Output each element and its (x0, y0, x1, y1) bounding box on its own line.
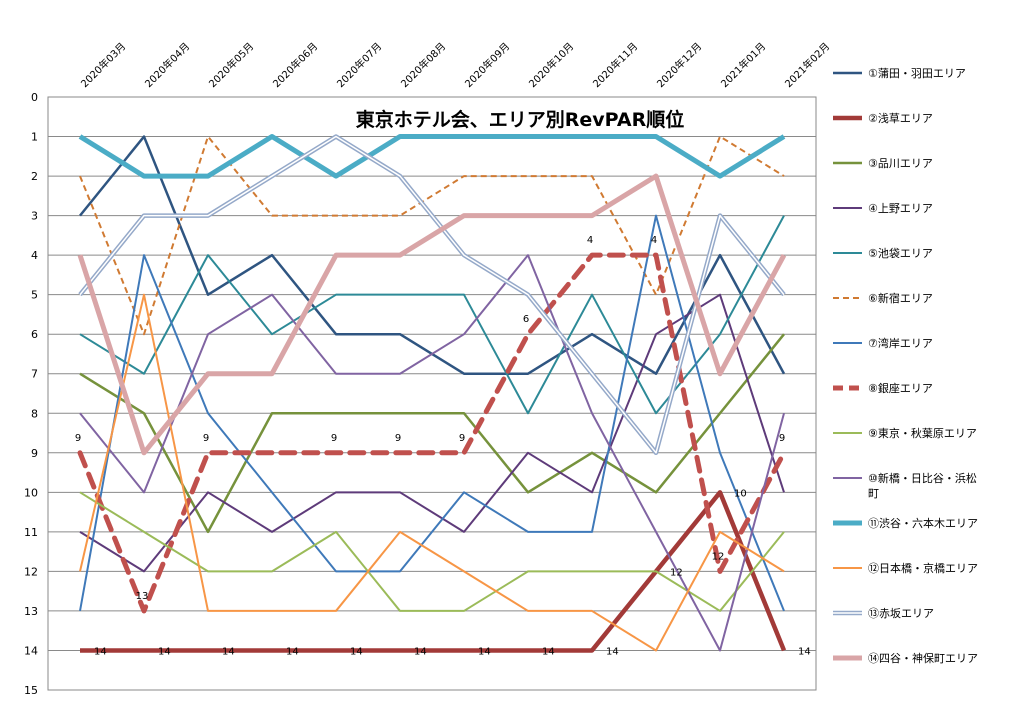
y-tick-label: 6 (31, 328, 38, 341)
series-line (79, 333, 785, 534)
x-tick-label: 2020年10月 (526, 40, 576, 90)
data-label: 14 (414, 646, 427, 657)
y-tick-label: 4 (31, 249, 38, 262)
data-label: 14 (606, 646, 619, 657)
y-tick-label: 1 (31, 131, 38, 144)
series-lines (77, 134, 787, 653)
data-label: 14 (286, 646, 299, 657)
data-label: 14 (222, 646, 235, 657)
data-labels: 14 14 14 14 14 14 14 14 14 12 10 14 9 13 9 9 9 9 6 4 4 12 9 (75, 235, 811, 657)
x-tick-label: 2020年09月 (462, 40, 512, 90)
x-tick-label: 2020年11月 (590, 40, 640, 90)
legend-label: ⑧銀座エリア (868, 381, 933, 395)
y-tick-label: 8 (31, 407, 38, 420)
x-tick-label: 2020年05月 (206, 40, 256, 90)
y-tick-label: 3 (31, 210, 38, 223)
series-line (77, 173, 787, 456)
data-label: 12 (712, 551, 725, 562)
series-line (77, 252, 787, 614)
y-tick-label: 0 (31, 91, 38, 104)
series-line (79, 491, 785, 612)
data-label: 6 (523, 314, 529, 325)
data-label: 14 (478, 646, 491, 657)
series-line (79, 293, 785, 652)
x-tick-label: 2021年01月 (718, 40, 768, 90)
data-label: 14 (350, 646, 363, 657)
legend-label: ⑩新橋・日比谷・浜松 (868, 471, 977, 485)
legend-label-cont: 町 (868, 487, 879, 500)
y-tick-label: 13 (24, 605, 38, 618)
legend-label: ⑦湾岸エリア (868, 336, 933, 350)
legend-label: ⑭四谷・神保町エリア (868, 651, 978, 665)
y-tick-label: 14 (24, 644, 38, 657)
legend-label: ⑤池袋エリア (868, 246, 933, 260)
y-tick-label: 5 (31, 289, 38, 302)
series-line (80, 490, 787, 653)
y-tick-label: 2 (31, 170, 38, 183)
legend-label: ⑫日本橋・京橋エリア (868, 561, 978, 575)
data-label: 9 (395, 433, 401, 444)
series-line (79, 293, 785, 573)
legend-label: ①蒲田・羽田エリア (868, 66, 966, 80)
chart-title: 東京ホテル会、エリア別RevPAR順位 (356, 108, 684, 131)
series-line (79, 215, 785, 415)
x-tick-label: 2020年06月 (270, 40, 320, 90)
x-tick-label: 2020年07月 (334, 40, 384, 90)
data-label: 13 (136, 591, 149, 602)
legend-label: ⑪渋谷・六本木エリア (868, 516, 978, 530)
legend-label: ⑬赤坂エリア (868, 607, 934, 620)
data-label: 9 (779, 433, 785, 444)
y-tick-label: 12 (24, 565, 38, 578)
series-line-inner (79, 135, 785, 454)
data-label: 9 (459, 433, 465, 444)
data-label: 14 (798, 646, 811, 657)
data-label: 12 (670, 567, 683, 578)
y-tick-label: 9 (31, 447, 38, 460)
y-tick-label: 7 (31, 368, 38, 381)
data-label: 14 (542, 646, 555, 657)
series-line (79, 254, 785, 652)
data-label: 4 (651, 235, 657, 246)
data-label: 9 (203, 433, 209, 444)
y-tick-label: 10 (24, 486, 38, 499)
y-tick-label: 11 (24, 526, 38, 539)
data-label: 14 (158, 646, 171, 657)
data-label: 9 (75, 433, 81, 444)
x-tick-label: 2020年04月 (142, 40, 192, 90)
series-line (79, 135, 785, 336)
data-label: 10 (734, 488, 747, 499)
legend: ①蒲田・羽田エリア ②浅草エリア ③品川エリア ④上野エリア ⑤池袋エリア ⑥新宿エリア ⑦… (833, 66, 978, 665)
legend-label: ⑥新宿エリア (868, 291, 933, 305)
data-label: 14 (94, 646, 107, 657)
legend-label: ⑨東京・秋葉原エリア (868, 426, 977, 440)
x-tick-label: 2020年03月 (78, 40, 128, 90)
legend-label: ②浅草エリア (868, 112, 933, 125)
y-tick-label: 15 (24, 684, 38, 697)
legend-label: ③品川エリア (868, 157, 933, 170)
data-label: 9 (331, 433, 337, 444)
x-tick-label: 2020年12月 (654, 40, 704, 90)
legend-label: ④上野エリア (868, 202, 933, 215)
x-tick-label: 2020年08月 (398, 40, 448, 90)
data-label: 4 (587, 235, 593, 246)
series-line (78, 134, 786, 179)
x-axis: 2020年03月 2020年04月 2020年05月 2020年06月 2020年07月… (78, 40, 832, 90)
x-tick-label: 2021年02月 (782, 40, 832, 90)
